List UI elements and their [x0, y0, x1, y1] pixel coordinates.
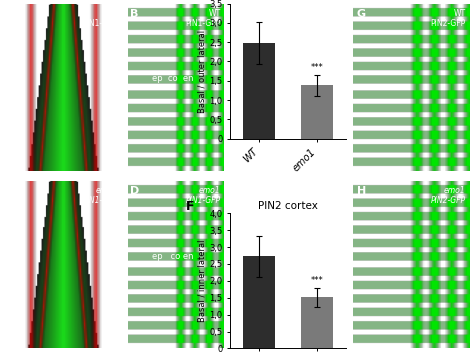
Y-axis label: Basal / inner lateral: Basal / inner lateral — [198, 240, 207, 322]
Text: emo1
PIN1-GFP: emo1 PIN1-GFP — [185, 186, 221, 206]
Text: WT
PIN1-GFP: WT PIN1-GFP — [185, 8, 221, 28]
Text: A: A — [8, 8, 17, 19]
Text: F: F — [186, 200, 195, 213]
Bar — [243, 257, 275, 348]
Y-axis label: Basal / outer lateral: Basal / outer lateral — [198, 30, 207, 113]
Text: D: D — [130, 186, 140, 196]
Text: emo1
PIN1-GFP: emo1 PIN1-GFP — [82, 186, 118, 206]
Text: ***: *** — [311, 276, 324, 285]
Text: ep  co  en: ep co en — [152, 74, 193, 83]
Text: G: G — [356, 8, 365, 19]
Title: PIN1 endodermis: PIN1 endodermis — [244, 0, 333, 1]
Bar — [243, 43, 275, 139]
Text: ***: *** — [311, 63, 324, 72]
Title: PIN2 cortex: PIN2 cortex — [258, 201, 318, 211]
Bar — [301, 297, 333, 348]
Text: WT
PIN2-GFP: WT PIN2-GFP — [430, 8, 466, 28]
Text: H: H — [356, 186, 366, 196]
Text: ep   co en: ep co en — [152, 252, 193, 261]
Bar — [301, 86, 333, 139]
Text: WT
PIN1-GFP: WT PIN1-GFP — [82, 8, 118, 28]
Text: emo1
PIN2-GFP: emo1 PIN2-GFP — [431, 186, 466, 206]
Text: E: E — [186, 0, 195, 3]
Text: B: B — [130, 8, 139, 19]
Text: C: C — [8, 186, 16, 196]
